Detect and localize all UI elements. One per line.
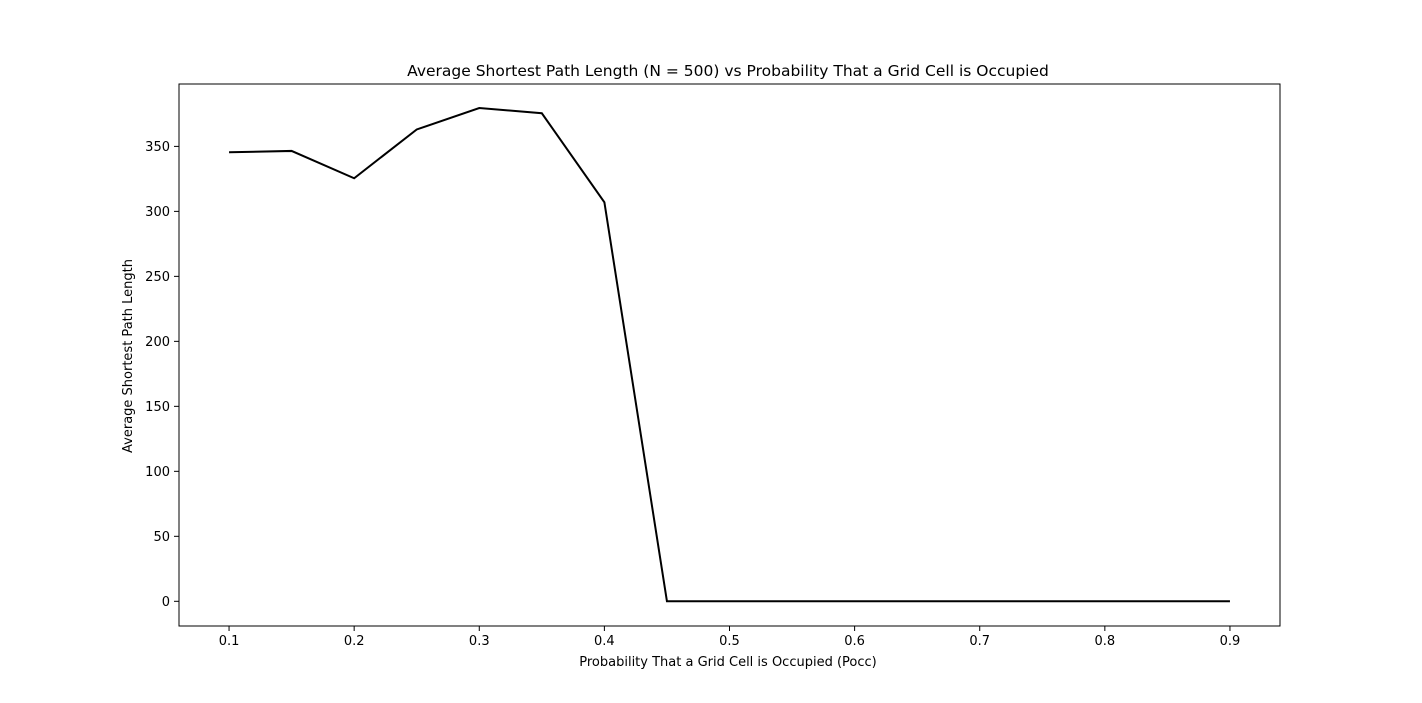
x-tick-label: 0.6	[844, 634, 865, 649]
plot-area: 0.1 0.2 0.3 0.4 0.5 0.6 0.7 0.8 0.9 0 50 100 150 200 2…	[145, 83, 1281, 649]
chart-title: Average Shortest Path Length (N = 500) v…	[407, 62, 1049, 80]
y-tick-label: 250	[145, 270, 170, 285]
y-axis-label: Average Shortest Path Length	[121, 259, 136, 453]
x-tick-label: 0.9	[1220, 634, 1241, 649]
y-tick-label: 150	[145, 400, 170, 415]
x-tick-label: 0.5	[719, 634, 740, 649]
x-axis-label: Probability That a Grid Cell is Occupied…	[579, 655, 876, 670]
y-tick-label: 0	[162, 595, 170, 610]
x-tick-label: 0.1	[219, 634, 240, 649]
x-tick-label: 0.2	[344, 634, 365, 649]
x-tick-label: 0.4	[594, 634, 615, 649]
x-tick-label: 0.7	[969, 634, 990, 649]
y-tick-label: 200	[145, 335, 170, 350]
y-tick-label: 50	[153, 530, 170, 545]
y-tick-label: 100	[145, 465, 170, 480]
y-tick-label: 350	[145, 140, 170, 155]
y-tick-label: 300	[145, 205, 170, 220]
x-tick-label: 0.8	[1094, 634, 1115, 649]
series-line-0	[229, 107, 1230, 603]
x-tick-label: 0.3	[469, 634, 490, 649]
